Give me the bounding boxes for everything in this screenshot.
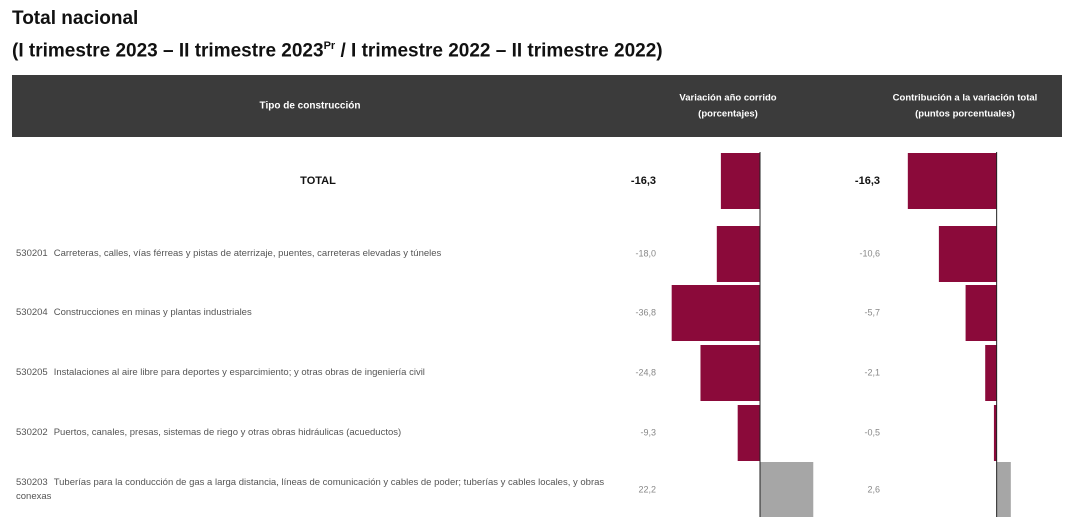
category-code: 530203 bbox=[16, 477, 48, 488]
category-code: 530202 bbox=[16, 427, 48, 438]
bar bbox=[737, 405, 760, 461]
value-label: 2,6 bbox=[867, 484, 880, 494]
series-unit: (porcentajes) bbox=[698, 109, 758, 120]
value-label: -16,3 bbox=[631, 175, 656, 187]
value-label: -24,8 bbox=[635, 367, 656, 377]
value-label: -36,8 bbox=[635, 307, 656, 317]
category-label: Puertos, canales, presas, sistemas de ri… bbox=[53, 427, 402, 438]
bar bbox=[720, 153, 760, 209]
series-header: Variación año corrido bbox=[679, 93, 776, 104]
value-label: -2,1 bbox=[864, 367, 880, 377]
bar bbox=[716, 226, 760, 282]
category: 530205 Instalaciones al aire libre para d… bbox=[16, 366, 606, 380]
subtitle-part: / I trimestre 2022 – II trimestre 2022) bbox=[335, 40, 663, 62]
bar bbox=[993, 405, 997, 461]
category-code: 530205 bbox=[16, 367, 48, 378]
value-label: -18,0 bbox=[635, 248, 656, 258]
category: 530202 Puertos, canales, presas, sistemas… bbox=[16, 426, 606, 440]
bar bbox=[965, 285, 997, 341]
value-label: -9,3 bbox=[640, 427, 656, 437]
bar bbox=[700, 345, 760, 401]
category: 530204 Construcciones en minas y plantas … bbox=[16, 306, 606, 320]
header-band bbox=[12, 75, 1062, 137]
value-label: -5,7 bbox=[864, 307, 880, 317]
value-label: -10,6 bbox=[859, 248, 880, 258]
value-label: 22,2 bbox=[638, 484, 656, 494]
category-label: Carreteras, calles, vías férreas y pista… bbox=[53, 248, 442, 259]
value-label: -0,5 bbox=[864, 427, 880, 437]
subtitle-sup: Pr bbox=[323, 40, 336, 52]
category-code: 530204 bbox=[16, 307, 48, 318]
category: 530201 Carreteras, calles, vías férreas y… bbox=[16, 247, 606, 261]
category: 530203 Tuberías para la conducción de gas… bbox=[16, 476, 606, 504]
bar bbox=[938, 226, 997, 282]
category-code: 530201 bbox=[16, 248, 48, 259]
series-header: Contribución a la variación total bbox=[893, 93, 1038, 104]
series-unit: (puntos porcentuales) bbox=[915, 109, 1015, 120]
value-label: -16,3 bbox=[855, 175, 880, 187]
category-label: Instalaciones al aire libre para deporte… bbox=[53, 367, 425, 378]
title: Total nacional bbox=[12, 8, 139, 29]
category-label: Construcciones en minas y plantas indust… bbox=[53, 307, 252, 318]
column-header: Tipo de construcción bbox=[260, 101, 361, 112]
bar bbox=[671, 285, 760, 341]
bar bbox=[985, 345, 997, 401]
bar bbox=[907, 153, 997, 209]
subtitle-part: (I trimestre 2023 – II trimestre 2023 bbox=[12, 40, 324, 62]
bar bbox=[996, 462, 1011, 517]
category-total: TOTAL bbox=[300, 175, 336, 187]
category-label: Tuberías para la conducción de gas a lar… bbox=[16, 477, 605, 502]
bar bbox=[760, 462, 814, 517]
subtitle: (I trimestre 2023 – II trimestre 2023Pr … bbox=[12, 40, 663, 62]
